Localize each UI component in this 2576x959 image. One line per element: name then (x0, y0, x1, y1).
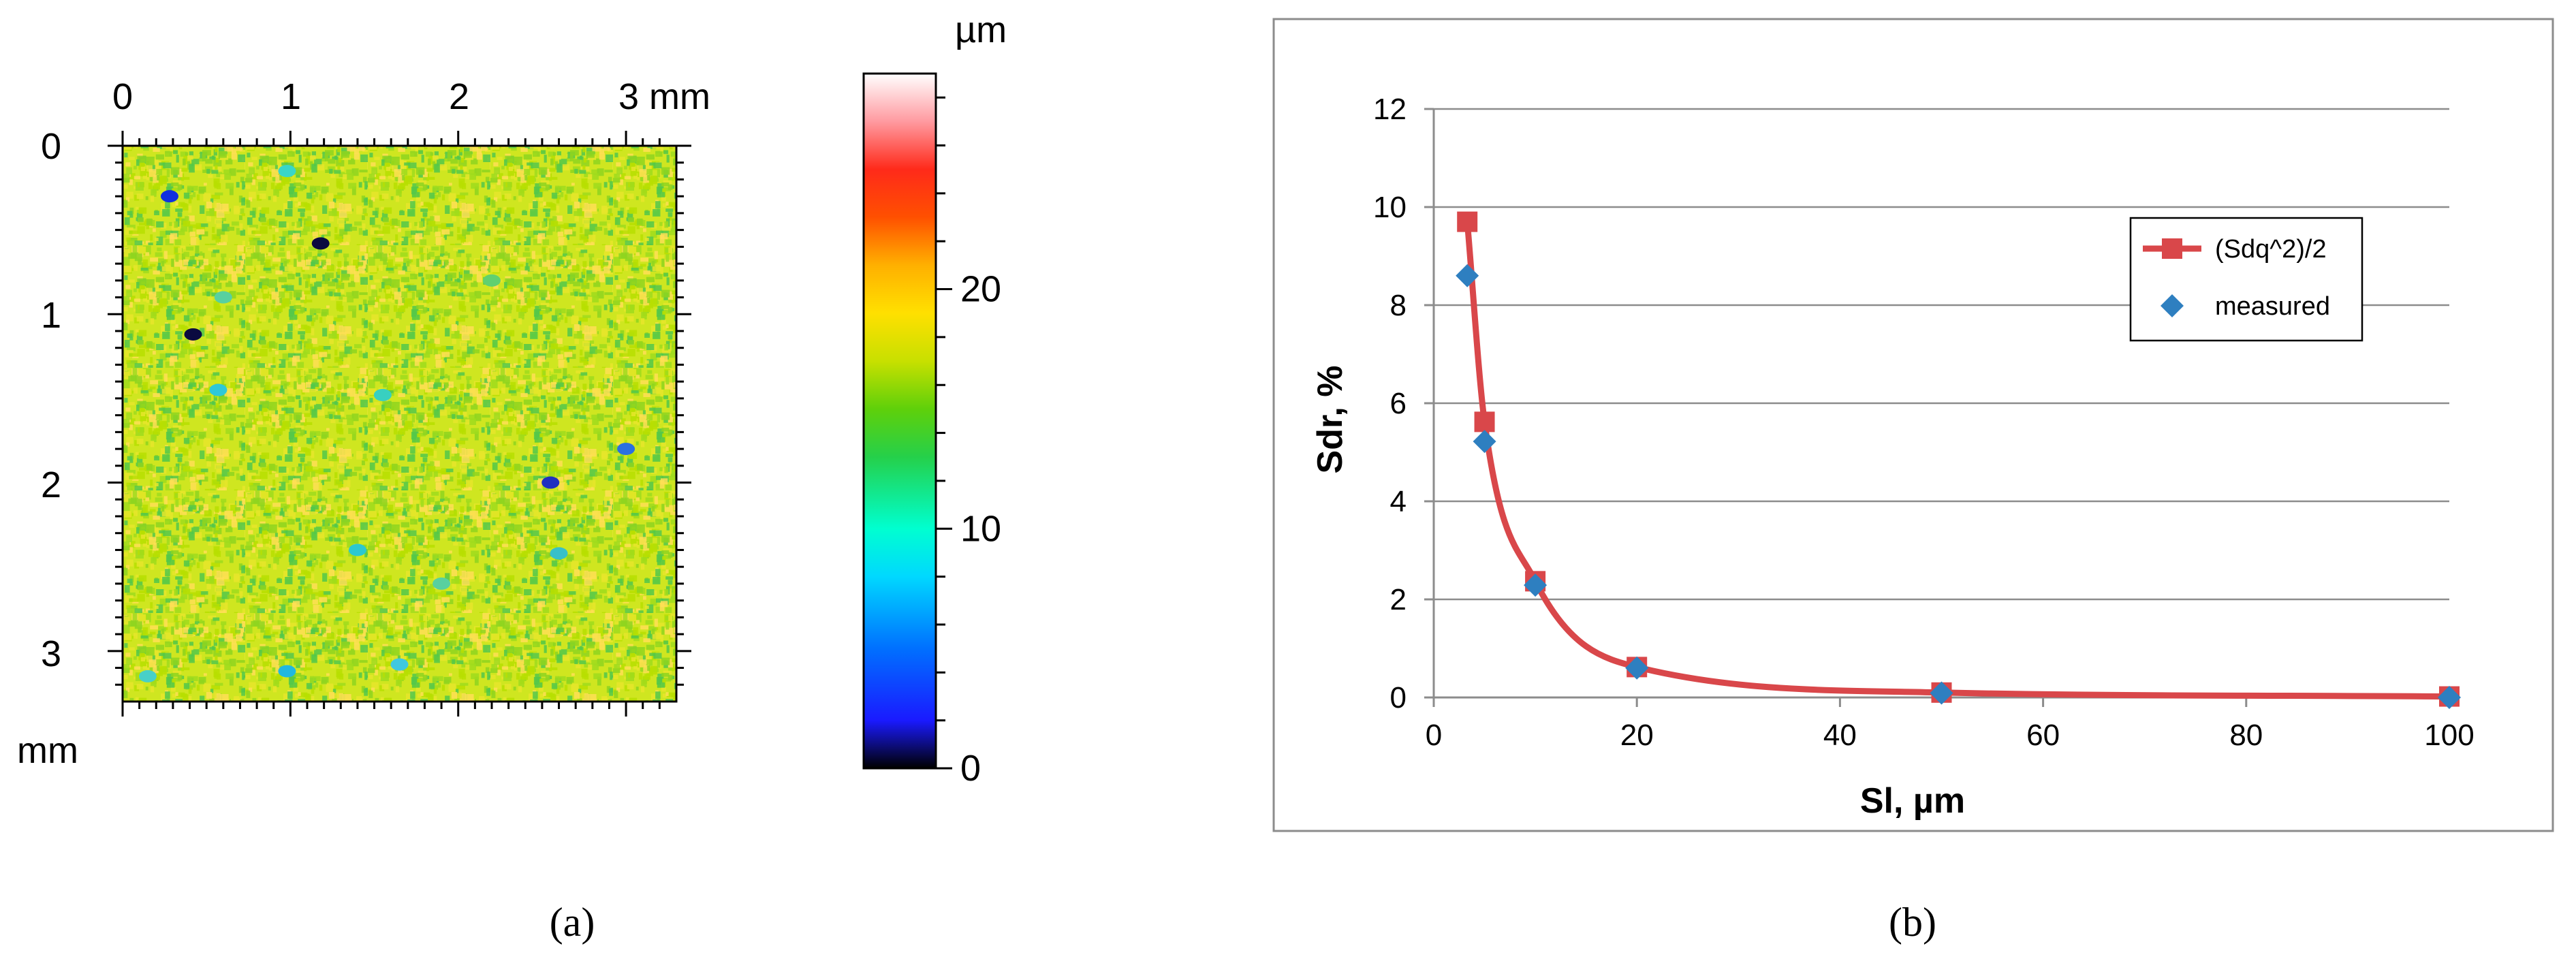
map-x-tick-3: 3 mm (618, 76, 710, 117)
measured-point (1456, 264, 1479, 287)
y-tick-label: 12 (1373, 93, 1407, 126)
x-tick-label: 100 (2424, 719, 2474, 752)
panel-a: 0 1 2 3 mm 0 1 2 3 mm 0 10 20 µm (a) (17, 10, 1007, 945)
x-tick-label: 60 (2026, 719, 2060, 752)
map-x-tick-2: 2 (449, 76, 469, 117)
y-axis-label: Sdr, % (1310, 366, 1350, 474)
surface-feature (617, 443, 635, 456)
height-map-features (138, 165, 635, 682)
map-y-tick-2: 2 (41, 465, 61, 505)
measured-point (1625, 656, 1649, 680)
colorbar-tick-label: 20 (960, 269, 1001, 310)
measured-point (1930, 681, 1953, 705)
caption-b: (b) (1889, 900, 1936, 945)
legend-label-measured: measured (2215, 292, 2330, 321)
colorbar-tick-label: 10 (960, 508, 1001, 549)
chart-border (1272, 18, 2554, 832)
surface-feature (209, 383, 227, 396)
legend-keys (2143, 238, 2201, 317)
x-tick-label: 80 (2229, 719, 2263, 752)
y-tick-label: 8 (1390, 289, 1407, 322)
surface-feature (278, 165, 296, 178)
legend-marker-model (2162, 238, 2182, 259)
x-tick-label: 20 (1620, 719, 1654, 752)
surface-feature (311, 237, 330, 250)
colorbar-ticks: 0 10 20 (936, 96, 1001, 789)
chart-tick-labels: 0 2 4 6 8 10 12 0 20 40 60 80 100 (1373, 93, 2475, 752)
y-tick-label: 0 (1390, 681, 1407, 714)
height-map-axes (108, 131, 691, 717)
colorbar-tick-label: 0 (960, 748, 981, 789)
map-x-tick-0: 0 (112, 76, 133, 117)
y-tick-label: 2 (1390, 583, 1407, 616)
surface-feature (348, 544, 366, 556)
map-x-tick-1: 1 (281, 76, 301, 117)
model-point (1474, 411, 1495, 433)
y-tick-label: 4 (1390, 485, 1407, 518)
chart-series (1456, 211, 2461, 709)
measured-point (1473, 430, 1496, 454)
x-axis-label: Sl, µm (1860, 781, 1965, 821)
surface-feature (433, 577, 451, 590)
height-map-texture (123, 146, 676, 702)
legend-marker-measured (2161, 294, 2184, 317)
surface-feature (541, 476, 560, 489)
colorbar (862, 72, 937, 770)
measured-point (1524, 573, 1548, 597)
map-y-tick-0: 0 (41, 126, 61, 167)
panel-b: 0 2 4 6 8 10 12 0 20 40 60 80 100 Sl, µm Sdr, % (Sdq… (1272, 18, 2554, 945)
y-tick-label: 6 (1390, 387, 1407, 420)
y-tick-label: 10 (1373, 191, 1407, 224)
map-y-unit: mm (17, 730, 78, 771)
caption-a: (a) (550, 900, 595, 945)
map-y-tick-3: 3 (41, 633, 61, 674)
surface-feature (278, 665, 296, 678)
surface-feature (373, 388, 392, 401)
map-y-tick-1: 1 (41, 295, 61, 336)
x-tick-label: 40 (1823, 719, 1857, 752)
x-tick-label: 0 (1426, 719, 1442, 752)
surface-feature (550, 547, 568, 560)
height-map-frame (121, 144, 678, 703)
surface-feature (214, 291, 232, 304)
legend-label-model: (Sdq^2)/2 (2215, 235, 2327, 264)
surface-feature (184, 328, 202, 341)
surface-feature (160, 190, 178, 203)
measured-point (2438, 686, 2461, 709)
legend: (Sdq^2)/2 measured (2129, 217, 2363, 342)
surface-feature (483, 274, 501, 287)
surface-feature (390, 658, 409, 671)
surface-feature (138, 670, 157, 682)
colorbar-unit: µm (955, 10, 1007, 50)
model-point (1457, 211, 1478, 232)
